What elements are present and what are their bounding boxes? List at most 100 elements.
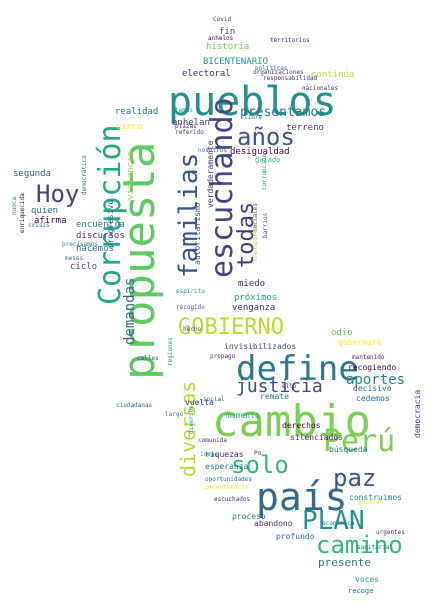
word-21: presentamos xyxy=(240,105,327,120)
word-101: organizaciones xyxy=(253,69,304,76)
word-34: segunda xyxy=(13,169,51,179)
word-2: pueblos xyxy=(168,79,337,125)
word-9: PLAN xyxy=(302,506,365,536)
word-92: diversos xyxy=(188,405,195,434)
word-49: decisivo xyxy=(353,384,392,393)
word-36: afirma xyxy=(34,216,67,226)
word-3: país xyxy=(256,475,348,519)
word-81: transparencia xyxy=(252,215,259,262)
word-87: calles xyxy=(137,355,159,362)
word-25: BICENTENARIO xyxy=(203,57,269,67)
word-40: ciclo xyxy=(70,262,98,272)
word-107: social xyxy=(203,396,225,403)
word-109: plazas xyxy=(175,123,197,130)
word-57: búsqueda xyxy=(329,445,368,454)
word-76: libre xyxy=(244,114,263,121)
word-102: mantenido xyxy=(352,354,385,361)
word-106: largo xyxy=(165,411,184,418)
word-56: silenciados xyxy=(290,433,343,442)
word-30: terreno xyxy=(286,123,324,133)
word-18: justicia xyxy=(236,376,323,397)
word-20: aportes xyxy=(346,372,406,388)
word-52: remate xyxy=(260,392,289,401)
word-6: Perú xyxy=(323,424,396,459)
word-14: paz xyxy=(333,464,377,492)
word-66: autoritarismo xyxy=(193,202,202,265)
word-103: propago xyxy=(210,353,236,360)
word-38: discursos xyxy=(76,231,125,241)
word-45: odio xyxy=(331,328,353,338)
word-96: bicentenario xyxy=(205,484,249,491)
word-0: cambio xyxy=(212,396,371,447)
word-97: escuchados xyxy=(214,496,251,503)
word-104: Po xyxy=(254,450,262,457)
word-31: cinco xyxy=(116,122,144,132)
word-69: democrático xyxy=(81,155,88,195)
word-64: voces xyxy=(355,575,380,584)
word-94: ideas xyxy=(200,451,219,458)
word-19: demandas xyxy=(122,277,138,345)
word-15: solo xyxy=(231,451,289,479)
word-68: progresivo xyxy=(106,199,115,248)
word-108: ello xyxy=(282,383,297,390)
word-95: oportunidades xyxy=(205,476,252,483)
word-111: temas xyxy=(175,107,194,114)
word-91: ciudadanas xyxy=(116,402,153,409)
word-46: invisibilizados xyxy=(224,342,297,351)
word-110: nosotros xyxy=(198,147,227,154)
word-22: presente xyxy=(318,556,371,569)
word-59: esperanza xyxy=(205,462,249,471)
word-54: momento xyxy=(226,411,260,420)
word-44: venganza xyxy=(232,303,276,313)
word-82: crisis xyxy=(28,222,50,229)
word-4: define xyxy=(236,349,359,389)
word-32: desigualdad xyxy=(230,147,290,157)
word-58: riquezas xyxy=(205,450,244,459)
word-26: electoral xyxy=(182,69,231,79)
word-47: gobernará xyxy=(338,338,382,347)
word-88: recogido xyxy=(176,304,205,311)
word-43: próximos xyxy=(234,293,278,303)
word-13: años xyxy=(237,123,295,151)
word-55: derechos xyxy=(282,421,321,430)
word-63: profundo xyxy=(276,532,315,541)
word-33: guiado xyxy=(255,156,281,164)
word-41: violencia xyxy=(126,151,136,200)
word-83: enriquecida xyxy=(19,193,26,233)
word-73: políticas xyxy=(255,65,288,72)
word-84: precisamos xyxy=(62,241,99,248)
word-105: quieran xyxy=(358,499,384,506)
word-23: historia xyxy=(206,42,250,52)
word-112: regiones xyxy=(167,337,174,366)
word-86: nunca xyxy=(11,196,18,215)
word-60: construimos xyxy=(349,493,402,502)
word-48: recogiendo xyxy=(348,363,397,372)
word-50: cedemos xyxy=(356,394,390,403)
word-42: miedo xyxy=(238,279,266,289)
word-51: democracia xyxy=(413,389,422,438)
word-29: anhelan xyxy=(172,118,210,128)
word-8: GOBIERNO xyxy=(178,315,284,340)
word-72: territorios xyxy=(270,37,310,44)
word-27: continúa xyxy=(311,70,355,80)
word-93: comunida xyxy=(198,437,227,444)
word-28: realidad xyxy=(115,107,159,117)
word-74: responsabilidad xyxy=(263,75,318,82)
word-61: proceso xyxy=(232,512,266,521)
word-75: nacionales xyxy=(302,85,339,92)
word-53: vuelta xyxy=(185,398,214,407)
word-78: corrupción xyxy=(261,153,268,190)
word-90: espíritu xyxy=(176,288,205,295)
word-10: camino xyxy=(316,531,403,559)
word-89: hecho xyxy=(183,326,202,333)
word-98: urgentes xyxy=(376,529,405,536)
word-65: recoge xyxy=(348,587,374,595)
word-77: referido xyxy=(175,129,204,136)
word-24: fin xyxy=(219,27,236,37)
word-79: barrios xyxy=(262,212,269,238)
word-12: Hoy xyxy=(36,180,80,208)
word-85: meses xyxy=(65,255,84,262)
word-99: sanitaria xyxy=(357,544,390,551)
word-62: abandono xyxy=(254,519,293,528)
